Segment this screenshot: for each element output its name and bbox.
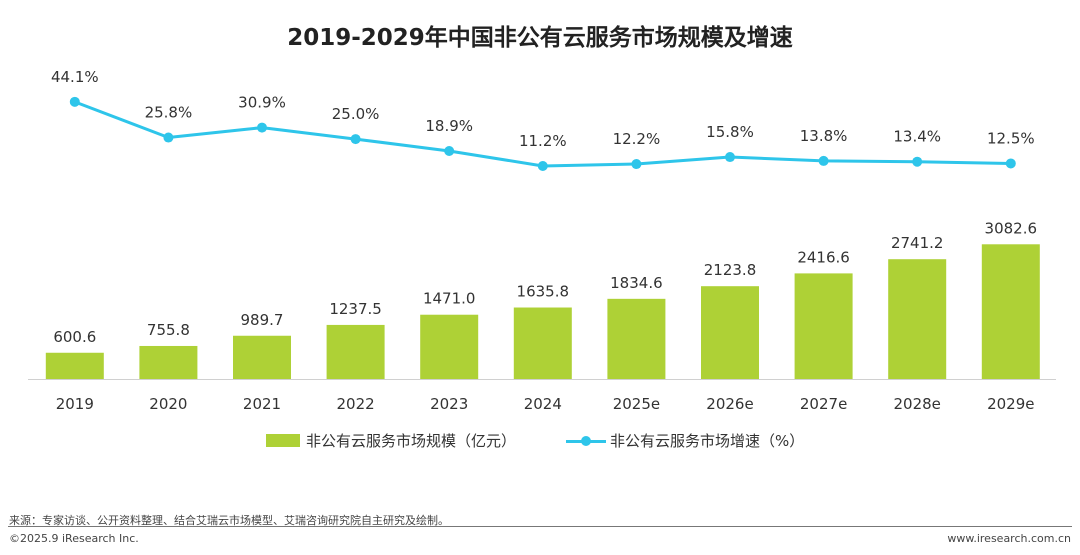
bar-value-label: 1834.6 xyxy=(610,274,663,292)
growth-value-label: 13.8% xyxy=(800,127,848,145)
growth-point-2027e xyxy=(818,155,829,166)
growth-point-2023 xyxy=(444,145,455,156)
x-tick-label: 2028e xyxy=(893,395,940,413)
x-tick-label: 2020 xyxy=(149,395,187,413)
x-tick-label: 2027e xyxy=(800,395,847,413)
bar-series xyxy=(45,244,1040,379)
x-tick-label: 2029e xyxy=(987,395,1034,413)
x-tick-label: 2021 xyxy=(243,395,281,413)
legend-item-growth-rate: 非公有云服务市场增速（%） xyxy=(566,430,804,451)
growth-value-label: 12.5% xyxy=(987,129,1035,147)
footer-divider xyxy=(8,526,1072,527)
legend-label-growth-rate: 非公有云服务市场增速（%） xyxy=(610,432,805,450)
bar-2028e xyxy=(888,259,947,379)
bar-2029e xyxy=(981,244,1040,379)
growth-point-2021 xyxy=(257,122,267,133)
growth-value-label: 13.4% xyxy=(893,128,941,146)
bar-value-label: 3082.6 xyxy=(985,219,1038,237)
growth-value-label: 44.1% xyxy=(51,68,99,86)
bar-2020 xyxy=(139,345,198,379)
copyright-text: ©2025.9 iResearch Inc. xyxy=(9,532,139,545)
growth-point-2029e xyxy=(1005,158,1016,169)
bar-value-label: 755.8 xyxy=(147,321,190,339)
bar-value-label: 989.7 xyxy=(241,311,284,329)
growth-point-2025e xyxy=(631,159,642,170)
growth-point-2022 xyxy=(350,134,361,145)
growth-line-series xyxy=(69,96,1016,171)
growth-value-labels: 44.1% 25.8% 30.9% 25.0% 18.9% 11.2% 12.2% 15.8%… xyxy=(51,68,1035,150)
growth-point-2019 xyxy=(69,96,80,107)
growth-value-label: 11.2% xyxy=(519,132,567,150)
bar-2023 xyxy=(420,314,479,379)
website-text: www.iresearch.com.cn xyxy=(947,532,1071,545)
bar-2024 xyxy=(513,307,572,379)
bar-value-label: 1635.8 xyxy=(517,283,570,301)
bar-2027e xyxy=(794,273,853,379)
bar-2026e xyxy=(701,286,759,379)
bar-2022 xyxy=(326,324,385,379)
bar-value-labels: 600.6 755.8 989.7 1237.5 1471.0 1635.8 1834.6 2… xyxy=(53,219,1037,345)
growth-value-label: 18.9% xyxy=(425,117,473,135)
growth-value-label: 15.8% xyxy=(706,123,754,141)
x-tick-label: 2025e xyxy=(613,395,660,413)
legend-bar-swatch xyxy=(266,434,300,447)
bar-value-label: 2123.8 xyxy=(704,261,757,279)
bar-value-label: 1471.0 xyxy=(423,290,476,308)
legend-label-market-size: 非公有云服务市场规模（亿元） xyxy=(306,432,517,450)
growth-point-2020 xyxy=(163,132,174,143)
growth-point-2026e xyxy=(725,152,735,163)
bar-value-label: 2416.6 xyxy=(797,248,850,266)
x-tick-label: 2024 xyxy=(524,395,562,413)
growth-value-label: 30.9% xyxy=(238,94,286,112)
legend-item-market-size: 非公有云服务市场规模（亿元） xyxy=(266,430,516,451)
bar-2025e xyxy=(607,298,666,379)
x-tick-label: 2019 xyxy=(56,395,94,413)
legend-line-swatch xyxy=(566,434,606,448)
growth-point-2024 xyxy=(537,161,548,171)
bar-value-label: 600.6 xyxy=(53,328,96,346)
x-axis-tick-labels: 2019 2020 2021 2022 2023 2024 2025e 2026e 2027e 2… xyxy=(56,395,1035,413)
growth-value-label: 25.0% xyxy=(332,105,380,123)
growth-value-label: 25.8% xyxy=(145,104,193,122)
growth-value-label: 12.2% xyxy=(613,130,661,148)
growth-point-2028e xyxy=(912,156,923,167)
bar-2019 xyxy=(45,352,104,379)
bar-value-label: 2741.2 xyxy=(891,234,944,252)
x-tick-label: 2023 xyxy=(430,395,468,413)
source-note: 来源：专家访谈、公开资料整理、结合艾瑞云市场模型、艾瑞咨询研究院自主研究及绘制。 xyxy=(9,514,449,527)
bar-2021 xyxy=(233,335,291,379)
chart-title: 2019-2029年中国非公有云服务市场规模及增速 xyxy=(287,25,793,51)
bar-value-label: 1237.5 xyxy=(329,300,382,318)
x-tick-label: 2022 xyxy=(337,395,375,413)
x-tick-label: 2026e xyxy=(706,395,753,413)
